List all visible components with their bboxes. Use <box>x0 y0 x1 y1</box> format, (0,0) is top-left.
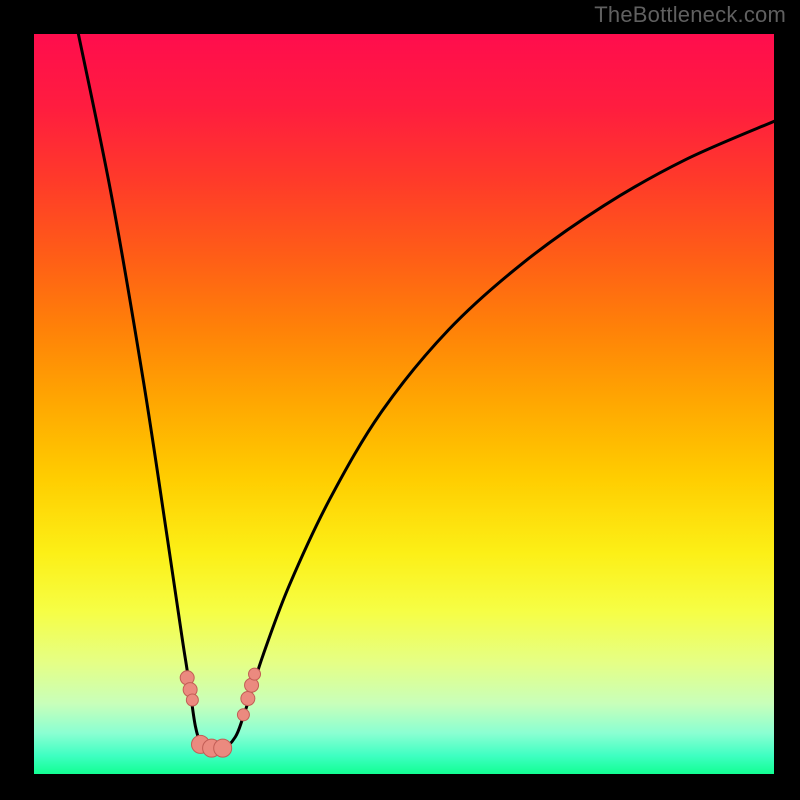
bottleneck-curve-chart <box>34 34 774 774</box>
data-marker <box>241 692 255 706</box>
data-marker <box>249 668 261 680</box>
data-marker <box>237 709 249 721</box>
data-marker <box>186 694 198 706</box>
chart-container: TheBottleneck.com <box>0 0 800 800</box>
data-marker <box>214 739 232 757</box>
plot-area <box>34 34 774 774</box>
gradient-background <box>34 34 774 774</box>
watermark-text: TheBottleneck.com <box>594 2 786 28</box>
